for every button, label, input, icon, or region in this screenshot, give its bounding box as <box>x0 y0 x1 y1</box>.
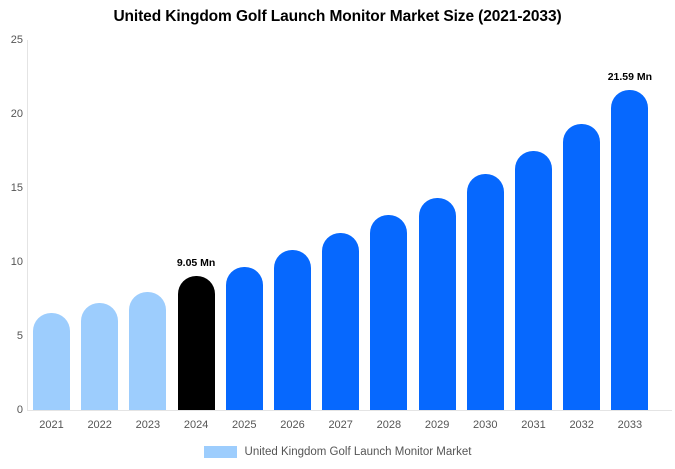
y-axis-tick-15: 15 <box>10 182 23 194</box>
chart-legend: United Kingdom Golf Launch Monitor Marke… <box>0 446 675 458</box>
x-axis-tick-2025: 2025 <box>232 419 257 431</box>
x-axis-tick-2031: 2031 <box>521 419 546 431</box>
bar-2028[interactable] <box>370 214 408 410</box>
bar-2026[interactable] <box>274 250 311 410</box>
bar-2025[interactable] <box>225 267 263 410</box>
x-axis-tick-2033: 2033 <box>617 419 643 431</box>
x-axis-tick-2027: 2027 <box>328 419 353 431</box>
bar-2029[interactable] <box>418 198 456 410</box>
y-axis-tick-20: 20 <box>10 108 23 120</box>
y-axis-line <box>27 40 28 411</box>
bar-2030[interactable] <box>466 173 504 410</box>
bar-2022[interactable] <box>81 303 119 410</box>
y-axis-tick-0: 0 <box>16 404 23 416</box>
y-axis-tick-labels: 0 5 10 15 20 25 <box>0 0 23 469</box>
legend-item[interactable]: United Kingdom Golf Launch Monitor Marke… <box>203 446 472 458</box>
y-axis-tick-25: 25 <box>10 34 23 46</box>
x-axis-tick-2032: 2032 <box>569 419 594 431</box>
legend-item-label: United Kingdom Golf Launch Monitor Marke… <box>244 446 472 458</box>
y-axis-tick-10: 10 <box>10 256 23 268</box>
x-axis-tick-2026: 2026 <box>280 419 305 431</box>
bar-2021[interactable] <box>33 313 70 410</box>
legend-swatch-icon <box>203 446 237 458</box>
x-axis-tick-2023: 2023 <box>135 419 161 431</box>
x-axis-tick-2028: 2028 <box>376 419 402 431</box>
x-axis-line <box>27 410 672 411</box>
data-label-2024: 9.05 Mn <box>176 257 216 270</box>
bar-2033[interactable] <box>611 90 649 410</box>
bar-2024[interactable] <box>177 276 215 410</box>
x-axis-tick-2021: 2021 <box>39 419 64 431</box>
x-axis-tick-2022: 2022 <box>87 419 112 431</box>
bar-2032[interactable] <box>563 124 601 410</box>
x-axis-tick-2029: 2029 <box>424 419 450 431</box>
chart-title: United Kingdom Golf Launch Monitor Marke… <box>113 8 562 25</box>
x-axis-tick-2024: 2024 <box>183 419 209 431</box>
bar-2031[interactable] <box>515 151 552 410</box>
bar-2027[interactable] <box>322 233 360 410</box>
x-axis-tick-2030: 2030 <box>473 419 498 431</box>
data-label-2033: 21.59 Mn <box>607 71 653 84</box>
bar-2023[interactable] <box>129 292 167 410</box>
y-axis-tick-5: 5 <box>16 330 23 342</box>
